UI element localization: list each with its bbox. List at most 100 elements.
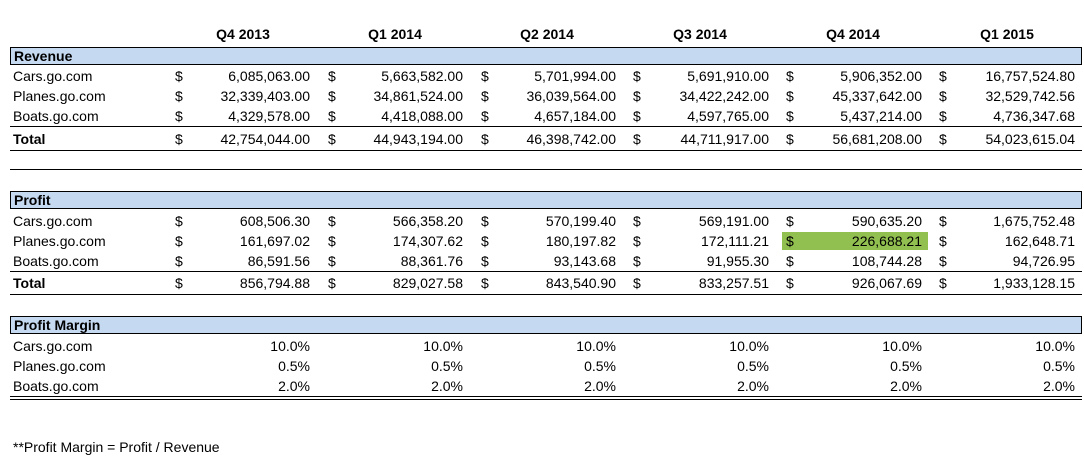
cell-value[interactable]: 829,027.58 (392, 275, 463, 291)
cell-value[interactable]: 34,861,524.00 (373, 88, 463, 104)
cell-value[interactable]: 226,688.21 (851, 233, 922, 249)
currency-symbol: $ (633, 275, 641, 291)
row-label[interactable]: Planes.go.com (13, 358, 106, 374)
currency-symbol: $ (175, 131, 183, 147)
cell-value[interactable]: 54,023,615.04 (985, 131, 1075, 147)
cell-value[interactable]: 4,418,088.00 (381, 108, 463, 124)
double-rule (10, 396, 1082, 400)
cell-value[interactable]: 926,067.69 (851, 275, 922, 291)
cell-value[interactable]: 10.0% (270, 338, 310, 354)
cell-value[interactable]: 32,339,403.00 (220, 88, 310, 104)
cell-value[interactable]: 0.5% (278, 358, 310, 374)
row-label[interactable]: Total (13, 275, 46, 291)
row-label[interactable]: Cars.go.com (13, 213, 93, 229)
section-separator (10, 169, 1082, 170)
cell-value[interactable]: 91,955.30 (706, 253, 769, 269)
currency-symbol: $ (328, 88, 336, 104)
cell-value[interactable]: 4,736,347.68 (993, 108, 1075, 124)
column-header-5[interactable]: Q4 2014 (826, 26, 880, 42)
column-header-6[interactable]: Q1 2015 (980, 26, 1034, 42)
cell-value[interactable]: 608,506.30 (239, 213, 310, 229)
currency-symbol: $ (175, 253, 183, 269)
cell-value[interactable]: 856,794.88 (239, 275, 310, 291)
cell-value[interactable]: 10.0% (882, 338, 922, 354)
column-header-1[interactable]: Q4 2013 (216, 26, 270, 42)
cell-value[interactable]: 2.0% (278, 378, 310, 394)
cell-value[interactable]: 0.5% (1043, 358, 1075, 374)
cell-value[interactable]: 16,757,524.80 (985, 68, 1075, 84)
cell-value[interactable]: 566,358.20 (392, 213, 463, 229)
cell-value[interactable]: 32,529,742.56 (985, 88, 1075, 104)
cell-value[interactable]: 5,437,214.00 (840, 108, 922, 124)
cell-value[interactable]: 4,657,184.00 (534, 108, 616, 124)
cell-value[interactable]: 108,744.28 (851, 253, 922, 269)
column-header-4[interactable]: Q3 2014 (673, 26, 727, 42)
total-row: Total $856,794.88 $829,027.58 $843,540.90 $8… (10, 273, 1082, 293)
row-label[interactable]: Boats.go.com (13, 253, 99, 269)
cell-value[interactable]: 56,681,208.00 (832, 131, 922, 147)
total-rule (10, 150, 1082, 151)
row-label[interactable]: Planes.go.com (13, 233, 106, 249)
section-header-profit[interactable]: Profit (10, 191, 1082, 209)
cell-value[interactable]: 843,540.90 (545, 275, 616, 291)
cell-value[interactable]: 2.0% (584, 378, 616, 394)
cell-value[interactable]: 5,701,994.00 (534, 68, 616, 84)
row-label[interactable]: Boats.go.com (13, 378, 99, 394)
cell-value[interactable]: 94,726.95 (1012, 253, 1075, 269)
cell-value[interactable]: 0.5% (737, 358, 769, 374)
column-header-2[interactable]: Q1 2014 (368, 26, 422, 42)
cell-value[interactable]: 2.0% (1043, 378, 1075, 394)
row-label[interactable]: Cars.go.com (13, 68, 93, 84)
cell-value[interactable]: 4,597,765.00 (687, 108, 769, 124)
cell-value[interactable]: 5,663,582.00 (381, 68, 463, 84)
currency-symbol: $ (939, 108, 947, 124)
row-label[interactable]: Planes.go.com (13, 88, 106, 104)
footnote[interactable]: **Profit Margin = Profit / Revenue (13, 439, 220, 455)
cell-value[interactable]: 180,197.82 (545, 233, 616, 249)
cell-value[interactable]: 10.0% (729, 338, 769, 354)
cell-value[interactable]: 0.5% (431, 358, 463, 374)
row-label[interactable]: Total (13, 131, 46, 147)
column-header-3[interactable]: Q2 2014 (520, 26, 574, 42)
cell-value[interactable]: 2.0% (737, 378, 769, 394)
cell-value[interactable]: 45,337,642.00 (832, 88, 922, 104)
cell-value[interactable]: 1,933,128.15 (993, 275, 1075, 291)
cell-value[interactable]: 2.0% (890, 378, 922, 394)
cell-value[interactable]: 46,398,742.00 (526, 131, 616, 147)
section-header-revenue[interactable]: Revenue (10, 47, 1082, 65)
currency-symbol: $ (328, 213, 336, 229)
row-label[interactable]: Boats.go.com (13, 108, 99, 124)
cell-value[interactable]: 1,675,752.48 (993, 213, 1075, 229)
cell-value[interactable]: 44,943,194.00 (373, 131, 463, 147)
cell-value[interactable]: 172,111.21 (701, 233, 769, 249)
cell-value[interactable]: 10.0% (576, 338, 616, 354)
highlighted-cell[interactable] (782, 232, 928, 250)
cell-value[interactable]: 42,754,044.00 (220, 131, 310, 147)
cell-value[interactable]: 161,697.02 (239, 233, 310, 249)
cell-value[interactable]: 6,085,063.00 (228, 68, 310, 84)
cell-value[interactable]: 10.0% (423, 338, 463, 354)
cell-value[interactable]: 590,635.20 (851, 213, 922, 229)
cell-value[interactable]: 5,906,352.00 (840, 68, 922, 84)
cell-value[interactable]: 44,711,917.00 (680, 131, 770, 147)
row-label[interactable]: Cars.go.com (13, 338, 93, 354)
cell-value[interactable]: 88,361.76 (400, 253, 463, 269)
cell-value[interactable]: 162,648.71 (1004, 233, 1075, 249)
cell-value[interactable]: 174,307.62 (392, 233, 463, 249)
cell-value[interactable]: 833,257.51 (698, 275, 769, 291)
cell-value[interactable]: 570,199.40 (545, 213, 616, 229)
cell-value[interactable]: 36,039,564.00 (526, 88, 616, 104)
section-header-profit-margin[interactable]: Profit Margin (10, 316, 1082, 334)
cell-value[interactable]: 93,143.68 (553, 253, 616, 269)
cell-value[interactable]: 4,329,578.00 (228, 108, 310, 124)
cell-value[interactable]: 0.5% (584, 358, 616, 374)
cell-value[interactable]: 10.0% (1035, 338, 1075, 354)
cell-value[interactable]: 86,591.56 (247, 253, 310, 269)
cell-value[interactable]: 2.0% (431, 378, 463, 394)
table-row: Boats.go.com $4,329,578.00 $4,418,088.00 $4… (10, 106, 1082, 126)
currency-symbol: $ (633, 131, 641, 147)
cell-value[interactable]: 5,691,910.00 (687, 68, 769, 84)
cell-value[interactable]: 0.5% (890, 358, 922, 374)
cell-value[interactable]: 34,422,242.00 (679, 88, 769, 104)
cell-value[interactable]: 569,191.00 (698, 213, 769, 229)
